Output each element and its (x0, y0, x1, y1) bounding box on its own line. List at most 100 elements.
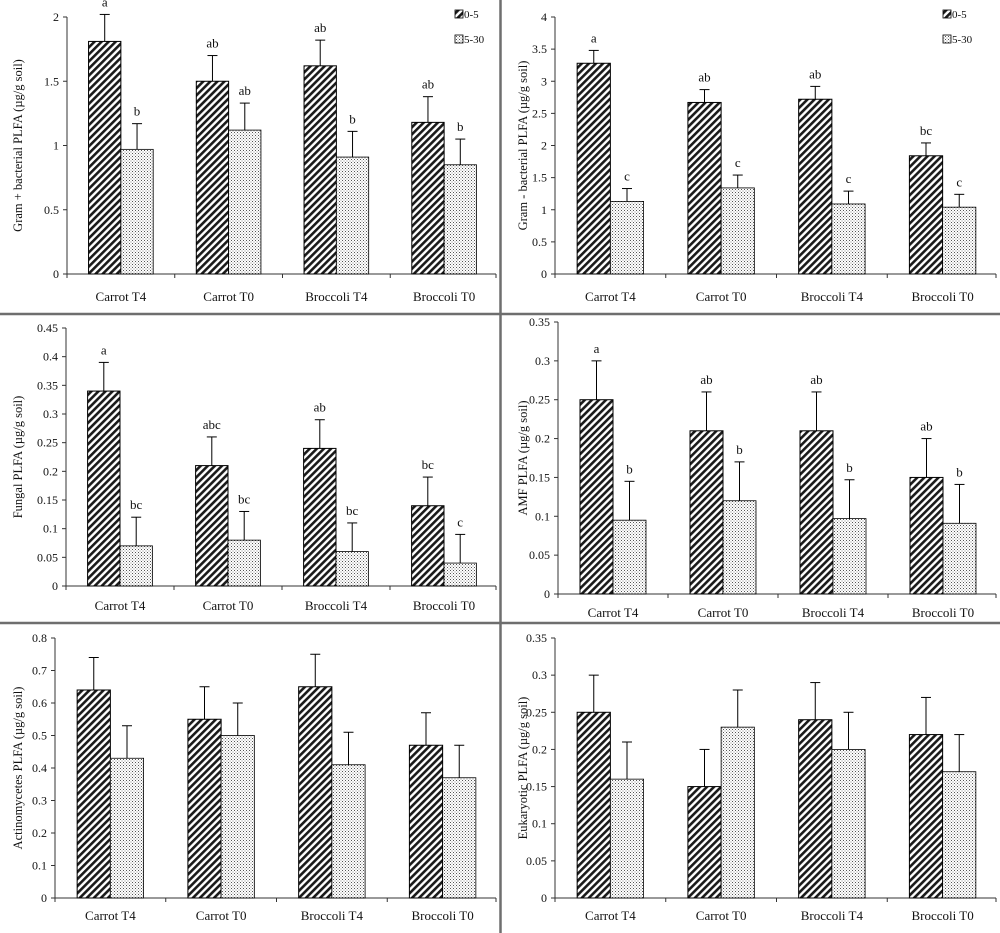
y-tick-label: 0.3 (43, 407, 58, 421)
x-tick-label: Carrot T4 (96, 289, 147, 304)
significance-letter: abc (203, 417, 221, 432)
x-tick-label: Carrot T0 (196, 908, 247, 923)
y-tick-label: 0.2 (43, 464, 58, 478)
x-tick-label: Broccoli T0 (912, 605, 974, 620)
significance-letter: ab (314, 20, 326, 35)
significance-letter: c (956, 174, 962, 189)
y-tick-label: 0.35 (37, 378, 58, 392)
y-tick-label: 0.35 (526, 631, 547, 645)
x-tick-label: Carrot T4 (585, 289, 636, 304)
bar-depth-5-30 (942, 206, 977, 275)
bar-depth-0-5 (195, 80, 230, 275)
significance-letter: b (846, 460, 853, 475)
chart-panel-6: 0 0.05 0.1 0.15 0.2 0.25 0.3 0.35 Eukaryotic PLF… (516, 631, 997, 923)
bar-depth-0-5 (408, 744, 444, 899)
significance-letter: b (457, 119, 464, 134)
bar-depth-0-5 (687, 786, 722, 899)
legend-swatch (942, 34, 952, 44)
bar-depth-5-30 (227, 539, 261, 587)
significance-letter: b (349, 111, 356, 126)
y-tick-label: 0.4 (43, 350, 58, 364)
significance-letter: a (102, 0, 108, 9)
significance-letter: a (591, 30, 597, 45)
bar-depth-0-5 (908, 734, 944, 899)
significance-letter: ab (239, 83, 251, 98)
bar-depth-5-30 (335, 156, 370, 275)
y-tick-label: 0.15 (529, 470, 550, 484)
y-tick-label: 2 (541, 139, 547, 153)
y-tick-label: 2.5 (532, 106, 547, 120)
y-tick-label: 0.4 (32, 761, 47, 775)
y-tick-label: 0.1 (32, 859, 47, 873)
legend-swatch (942, 9, 952, 19)
y-tick-label: 4 (541, 10, 547, 24)
y-tick-label: 2 (53, 10, 59, 24)
bar-depth-5-30 (942, 771, 977, 899)
bar-depth-0-5 (909, 476, 944, 595)
y-tick-label: 1 (53, 139, 59, 153)
bar-depth-5-30 (612, 519, 647, 595)
significance-letter: ab (206, 36, 218, 51)
significance-letter: a (594, 341, 600, 356)
y-tick-label: 0.05 (526, 854, 547, 868)
bar-depth-0-5 (579, 399, 614, 595)
significance-letter: b (134, 104, 141, 119)
x-tick-label: Broccoli T4 (801, 908, 864, 923)
bar-depth-5-30 (722, 500, 757, 595)
bar-depth-5-30 (120, 148, 154, 275)
bar-depth-5-30 (720, 187, 755, 275)
legend-label: 0-5 (464, 9, 479, 21)
x-tick-label: Carrot T4 (585, 908, 636, 923)
significance-letter: ab (698, 70, 710, 85)
chart-panel-3: 0 0.05 0.1 0.15 0.2 0.25 0.3 0.35 0.4 0.45 Fungal … (11, 321, 497, 613)
x-tick-label: Broccoli T0 (912, 908, 974, 923)
significance-letter: bc (238, 491, 251, 506)
y-tick-label: 0 (52, 579, 58, 593)
significance-letter: ab (809, 66, 821, 81)
y-tick-label: 0.1 (532, 817, 547, 831)
legend: 0-5 5-30 (942, 9, 973, 46)
significance-letter: ab (422, 77, 434, 92)
y-tick-label: 0.3 (535, 354, 550, 368)
y-tick-label: 0.45 (37, 321, 58, 335)
bar-depth-5-30 (220, 735, 255, 899)
y-tick-label: 1 (541, 203, 547, 217)
significance-letter: bc (130, 497, 143, 512)
bar-depth-5-30 (720, 726, 755, 899)
chart-panel-4: 0 0.05 0.1 0.15 0.2 0.25 0.3 0.35 AMF PLFA (µg/g… (516, 315, 997, 620)
bar-depth-5-30 (119, 545, 153, 587)
y-tick-label: 0 (541, 267, 547, 281)
y-tick-label: 0.25 (37, 436, 58, 450)
x-tick-label: Broccoli T0 (412, 908, 474, 923)
y-tick-label: 0 (53, 267, 59, 281)
bar-depth-0-5 (687, 101, 722, 275)
bar-depth-0-5 (798, 719, 833, 899)
significance-letter: bc (422, 457, 435, 472)
bar-depth-5-30 (609, 200, 644, 275)
significance-letter: ab (810, 372, 822, 387)
significance-letter: b (626, 461, 633, 476)
x-tick-label: Broccoli T4 (305, 598, 368, 613)
bar-depth-0-5 (799, 430, 834, 595)
legend-swatch (454, 9, 464, 19)
chart-panel-2: 0 0.5 1 1.5 2 2.5 3 3.5 4 Gram - bacterial PLFA (… (516, 9, 997, 304)
x-tick-label: Carrot T0 (696, 908, 747, 923)
significance-letter: b (736, 442, 743, 457)
bar-depth-5-30 (335, 551, 369, 587)
bar-depth-5-30 (228, 129, 262, 275)
y-tick-label: 0.15 (526, 780, 547, 794)
x-tick-label: Broccoli T4 (301, 908, 364, 923)
y-tick-label: 3.5 (532, 42, 547, 56)
y-axis-title: AMF PLFA (µg/g soil) (516, 401, 530, 516)
bar-depth-0-5 (88, 40, 122, 275)
chart-panel-1: 0 0.5 1 1.5 2 Gram + bacterial PLFA (µg/g soi… (11, 0, 497, 304)
x-tick-label: Carrot T0 (203, 598, 254, 613)
significance-letter: c (624, 169, 630, 184)
x-tick-label: Broccoli T4 (305, 289, 368, 304)
y-axis-title: Fungal PLFA (µg/g soil) (11, 396, 25, 519)
y-tick-label: 0.35 (529, 315, 550, 329)
bar-depth-5-30 (443, 164, 477, 275)
x-tick-label: Broccoli T0 (413, 598, 475, 613)
bar-depth-5-30 (109, 757, 144, 899)
